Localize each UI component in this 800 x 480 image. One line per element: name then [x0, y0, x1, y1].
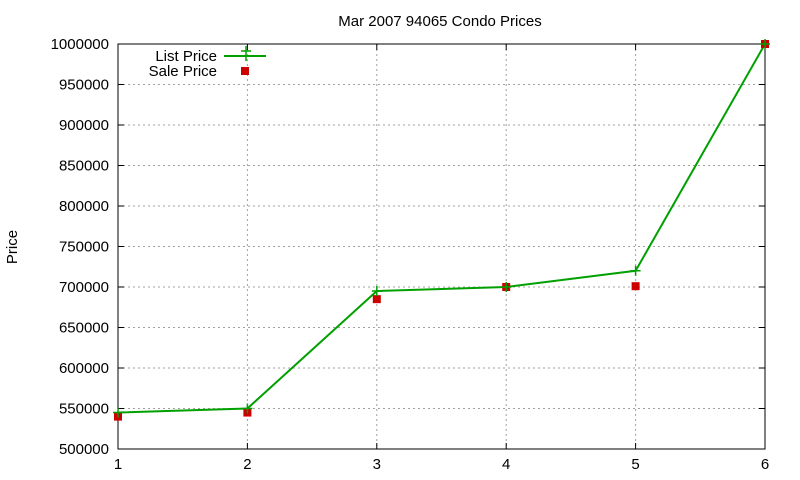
y-tick-label: 600000: [59, 360, 109, 377]
x-tick-label: 6: [761, 456, 769, 473]
y-tick-label: 550000: [59, 401, 109, 418]
x-tick-label: 2: [243, 456, 251, 473]
legend: List Price Sale Price: [149, 46, 266, 80]
y-tick-label: 750000: [59, 239, 109, 256]
y-tick-label: 1000000: [51, 36, 109, 53]
list-price-point: [371, 286, 382, 297]
y-tick-label: 650000: [59, 320, 109, 337]
series: [113, 39, 770, 421]
y-tick-label: 800000: [59, 198, 109, 215]
list-price-point: [630, 265, 641, 276]
legend-label-sale-price: Sale Price: [149, 63, 217, 80]
y-tick-label: 950000: [59, 77, 109, 94]
x-axis: 1 2 3 4 5 6: [114, 44, 769, 473]
x-tick-label: 4: [502, 456, 510, 473]
y-axis: 500000 550000 600000 650000 700000 750000 8000…: [51, 36, 765, 458]
sale-price-point: [372, 295, 381, 304]
x-tick-label: 3: [373, 456, 381, 473]
y-tick-label: 850000: [59, 158, 109, 175]
sale-price-point: [631, 282, 640, 291]
chart-title: Mar 2007 94065 Condo Prices: [338, 13, 541, 30]
series-line-list-price: [117, 43, 766, 414]
x-tick-label: 1: [114, 456, 122, 473]
list-price-point: [760, 39, 770, 49]
legend-marker-list-price: [241, 46, 251, 61]
list-price-point: [501, 282, 512, 292]
list-price-point: [242, 403, 253, 414]
y-tick-label: 500000: [59, 441, 109, 458]
y-axis-label: Price: [4, 230, 21, 264]
list-price-point: [113, 407, 123, 418]
x-tick-label: 5: [631, 456, 639, 473]
y-tick-label: 700000: [59, 279, 109, 296]
grid: [118, 44, 765, 449]
plot-frame: [117, 43, 766, 450]
y-tick-label: 900000: [59, 117, 109, 134]
legend-marker-sale-price: [241, 67, 249, 75]
legend-label-list-price: List Price: [155, 48, 217, 65]
